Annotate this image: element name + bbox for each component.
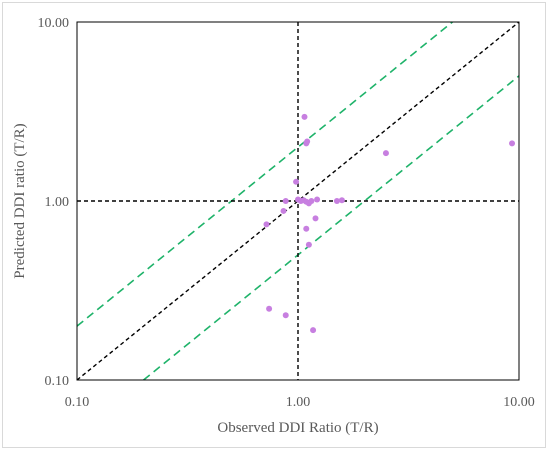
data-point [338,197,345,204]
data-point [382,150,389,157]
plot-area [76,21,520,381]
data-point [266,305,273,312]
data-point [314,196,321,203]
y-tick-label: 1.00 [45,195,70,210]
data-point [509,140,516,147]
data-point [303,140,310,147]
data-point [333,198,340,204]
x-tick-label: 0.10 [65,395,90,410]
data-point [310,327,317,334]
reference-line-lower-2fold [143,75,520,381]
data-point [293,178,300,185]
reference-line-identity [76,21,520,381]
data-point [282,312,289,319]
data-point [303,225,310,232]
data-points [263,113,516,334]
scatter-chart: 0.10 1.00 10.00 0.10 1.00 10.00 Observed DDI… [12,16,535,436]
chart-frame: 0.10 1.00 10.00 0.10 1.00 10.00 Observed DDI… [2,2,546,448]
x-tick-labels: 0.10 1.00 10.00 [65,395,535,410]
y-tick-label: 0.10 [45,374,70,389]
data-point [280,207,287,214]
y-tick-labels: 0.10 1.00 10.00 [38,16,70,389]
data-point [312,215,319,222]
x-tick-label: 1.00 [286,395,311,410]
y-axis-label: Predicted DDI ratio (T/R) [12,123,28,278]
data-point [308,198,315,204]
data-point [263,221,270,228]
reference-line-upper-2fold [76,21,453,327]
data-point [301,113,308,120]
y-tick-label: 10.00 [38,16,70,31]
x-axis-label: Observed DDI Ratio (T/R) [217,420,378,436]
x-tick-label: 10.00 [503,395,535,410]
data-point [282,198,289,204]
plot-area-border [76,21,520,381]
data-point [305,241,312,248]
